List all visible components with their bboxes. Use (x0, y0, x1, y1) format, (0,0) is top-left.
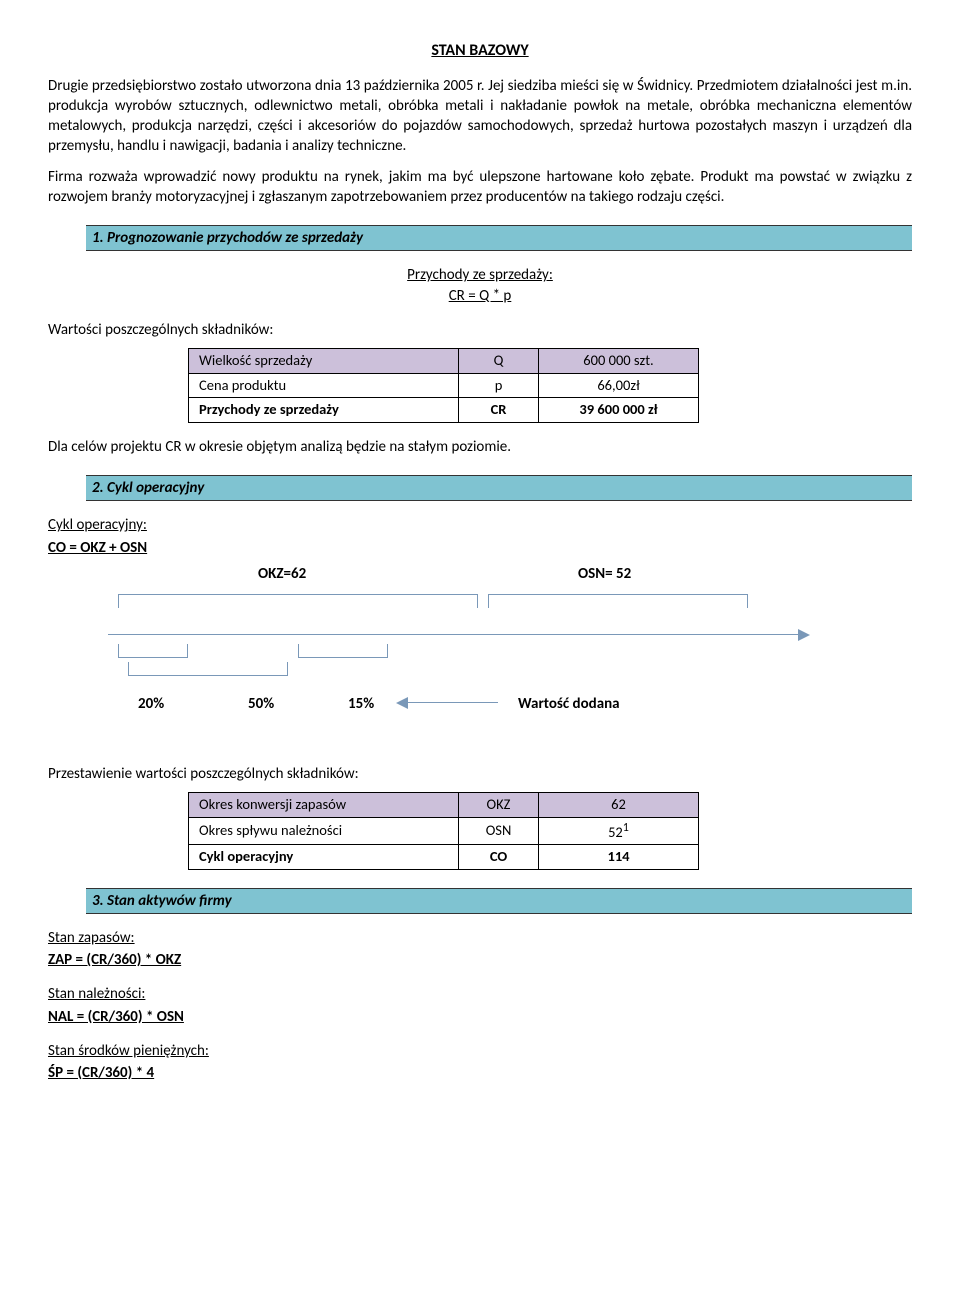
formula-1-label: Przychody ze sprzedaży: (48, 265, 912, 285)
assets-label-2: Stan należności: (48, 984, 912, 1004)
table-row: Cena produktu p 66,00zł (189, 373, 699, 398)
formula-1: CR = Q * p (48, 286, 912, 306)
cell-symbol: OKZ (459, 793, 539, 818)
cell-value: 66,00zł (539, 373, 699, 398)
components-label-2: Przestawienie wartości poszczególnych sk… (48, 764, 912, 784)
diagram-back-arrow (398, 702, 498, 703)
assets-formula-2: NAL = (CR/360) * OSN (48, 1007, 912, 1027)
cycle-label: Cykl operacyjny: (48, 515, 912, 535)
intro-paragraph-2: Firma rozważa wprowadzić nowy produktu n… (48, 167, 912, 208)
diagram-added-label: Wartość dodana (518, 694, 620, 714)
cell-symbol: Q (459, 349, 539, 374)
diagram-bracket-okz (118, 594, 478, 608)
cell-label: Wielkość sprzedaży (189, 349, 459, 374)
cell-label: Okres spływu należności (189, 817, 459, 844)
diagram-bracket-50 (128, 662, 288, 676)
assets-label-1: Stan zapasów: (48, 928, 912, 948)
section-2-header: 2. Cykl operacyjny (86, 475, 912, 501)
section-1-header: 1. Prognozowanie przychodów ze sprzedaży (86, 225, 912, 251)
diagram-20-label: 20% (138, 694, 164, 714)
cell-label: Przychody ze sprzedaży (189, 398, 459, 423)
cell-label: Okres konwersji zapasów (189, 793, 459, 818)
assets-formula-1: ZAP = (CR/360) * OKZ (48, 950, 912, 970)
cell-value: 521 (539, 817, 699, 844)
diagram-bracket-15 (298, 644, 388, 658)
footnote-ref: 1 (623, 820, 629, 835)
table-2: Okres konwersji zapasów OKZ 62 Okres spł… (188, 792, 699, 870)
page-title: STAN BAZOWY (48, 40, 912, 62)
cell-value: 114 (539, 844, 699, 869)
table-1: Wielkość sprzedaży Q 600 000 szt. Cena p… (188, 348, 699, 423)
table-row: Cykl operacyjny CO 114 (189, 844, 699, 869)
cycle-diagram: OKZ=62 OSN= 52 20% 50% 15% Wartość dodan… (88, 564, 848, 734)
cell-symbol: CO (459, 844, 539, 869)
diagram-main-arrow (108, 634, 808, 635)
cell-label: Cykl operacyjny (189, 844, 459, 869)
cell-label: Cena produktu (189, 373, 459, 398)
table-row: Przychody ze sprzedaży CR 39 600 000 zł (189, 398, 699, 423)
assets-label-3: Stan środków pieniężnych: (48, 1041, 912, 1061)
diagram-bracket-20 (118, 644, 188, 658)
cell-symbol: p (459, 373, 539, 398)
table-row: Okres spływu należności OSN 521 (189, 817, 699, 844)
section-3-header: 3. Stan aktywów firmy (86, 888, 912, 914)
note-1: Dla celów projektu CR w okresie objętym … (48, 437, 912, 457)
diagram-50-label: 50% (248, 694, 274, 714)
diagram-okz-label: OKZ=62 (258, 564, 306, 584)
components-label-1: Wartości poszczególnych składników: (48, 320, 912, 340)
cell-value: 39 600 000 zł (539, 398, 699, 423)
intro-paragraph-1: Drugie przedsiębiorstwo zostało utworzon… (48, 76, 912, 157)
assets-formula-3: ŚP = (CR/360) * 4 (48, 1063, 912, 1083)
cell-value: 62 (539, 793, 699, 818)
diagram-15-label: 15% (348, 694, 374, 714)
diagram-bracket-osn (488, 594, 748, 608)
cell-symbol: OSN (459, 817, 539, 844)
cycle-formula: CO = OKZ + OSN (48, 538, 912, 558)
cell-symbol: CR (459, 398, 539, 423)
table-row: Wielkość sprzedaży Q 600 000 szt. (189, 349, 699, 374)
table-row: Okres konwersji zapasów OKZ 62 (189, 793, 699, 818)
cell-value: 600 000 szt. (539, 349, 699, 374)
diagram-osn-label: OSN= 52 (578, 564, 631, 584)
